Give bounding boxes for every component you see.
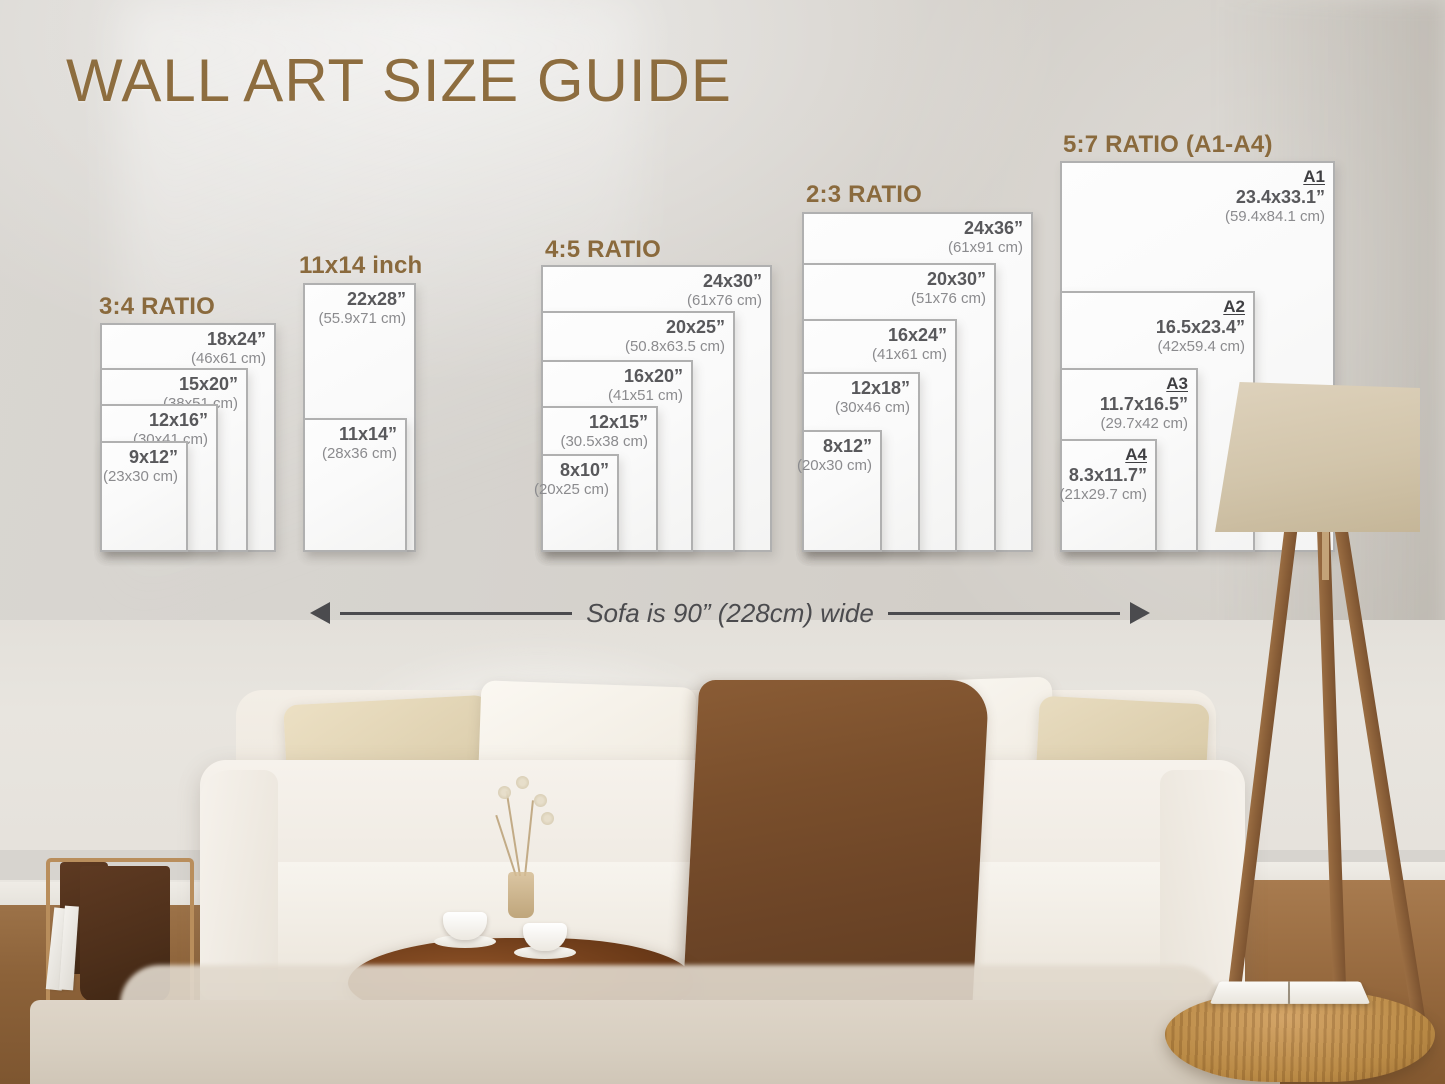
frame-label-cm: (46x61 cm) [190,349,266,367]
frame-label-cm: (51x76 cm) [910,289,986,307]
group-heading-ratio-5-7: 5:7 RATIO (A1-A4) [1063,131,1273,158]
group-heading-ratio-4-5: 4:5 RATIO [545,236,662,263]
frame-label-code: A1 [1303,167,1325,186]
frame-label-inch: 11.7x16.5” [1099,393,1188,414]
frame-8x10[interactable]: 8x10” (20x25 cm) [534,454,619,552]
lamp-shade [1215,382,1420,532]
glass-vase [508,872,534,918]
group-heading-ratio-3-4: 3:4 RATIO [99,293,216,320]
arrow-left-icon [310,602,330,624]
frame-label-inch: 8.3x11.7” [1068,464,1147,485]
frame-label-cm: (61x91 cm) [947,238,1023,256]
area-rug [30,1000,1280,1084]
frame-label-inch: 24x36” [963,218,1023,238]
group-heading-ratio-2-3: 2:3 RATIO [806,181,923,208]
frame-label-inch: 20x25” [665,317,725,337]
coffee-cup [523,923,567,951]
frame-label-inch: 22x28” [346,289,406,309]
frame-label-inch: 12x16” [148,410,208,430]
page-title: WALL ART SIZE GUIDE [66,47,732,114]
frame-label-cm: (20x25 cm) [533,480,609,498]
frame-label-cm: (20x30 cm) [796,456,872,474]
dimension-line-left [340,611,573,615]
frame-label-inch: 11x14” [338,424,397,444]
frame-label-cm: (41x61 cm) [871,345,947,363]
frame-label-cm: (41x51 cm) [607,386,683,404]
sofa-arm-left [200,770,278,1000]
dimension-line-right [887,611,1120,615]
frame-label-cm: (42x59.4 cm) [1157,337,1245,355]
frame-label-code: A4 [1125,445,1147,464]
arrow-right-icon [1130,602,1150,624]
dried-bloom [516,776,529,789]
dried-bloom [541,812,554,825]
frame-label-code: A2 [1223,297,1245,316]
frame-label-inch: 9x12” [128,447,178,467]
frame-label-cm: (61x76 cm) [686,291,762,309]
frame-label-inch: 12x15” [588,412,648,432]
frame-label-inch: 20x30” [926,269,986,289]
frame-a4[interactable]: A4 8.3x11.7” (21x29.7 cm) [1059,439,1157,552]
frame-label-inch: 23.4x33.1” [1235,186,1325,207]
dried-bloom [534,794,547,807]
frame-label-cm: (21x29.7 cm) [1059,485,1147,503]
frame-8x12[interactable]: 8x12” (20x30 cm) [797,430,882,552]
frame-label-inch: 12x18” [850,378,910,398]
frame-9x12[interactable]: 9x12” (23x30 cm) [100,441,188,552]
frame-label-code: A3 [1166,374,1188,393]
frame-label-cm: (28x36 cm) [321,444,397,462]
saucer [434,935,496,948]
frame-label-inch: 8x10” [559,460,609,480]
saucer [514,946,576,959]
frame-11x14[interactable]: 11x14” (28x36 cm) [303,418,407,552]
frame-label-inch: 18x24” [206,329,266,349]
frame-label-inch: 16x20” [623,366,683,386]
frame-label-inch: 16x24” [887,325,947,345]
frame-label-inch: 16.5x23.4” [1155,316,1245,337]
frame-label-cm: (30x46 cm) [834,398,910,416]
rattan-pouf [1165,990,1435,1082]
sofa-width-label: Sofa is 90” (228cm) wide [586,597,874,628]
frame-label-cm: (50.8x63.5 cm) [624,337,725,355]
frame-label-cm: (30.5x38 cm) [560,432,648,450]
frame-label-inch: 24x30” [702,271,762,291]
book-spine [1287,981,1291,1004]
frame-label-cm: (55.9x71 cm) [318,309,406,327]
frame-label-cm: (23x30 cm) [102,467,178,485]
dried-bloom [498,786,511,799]
frame-label-inch: 15x20” [178,374,238,394]
frame-label-inch: 8x12” [822,436,872,456]
group-heading-inch-11-14: 11x14 inch [299,252,423,279]
lamp-bracket [1322,522,1329,580]
coffee-cup [443,912,487,940]
frame-label-cm: (59.4x84.1 cm) [1224,207,1325,225]
sofa-width-dimension: Sofa is 90” (228cm) wide [310,596,1150,630]
frame-label-cm: (29.7x42 cm) [1100,414,1188,432]
